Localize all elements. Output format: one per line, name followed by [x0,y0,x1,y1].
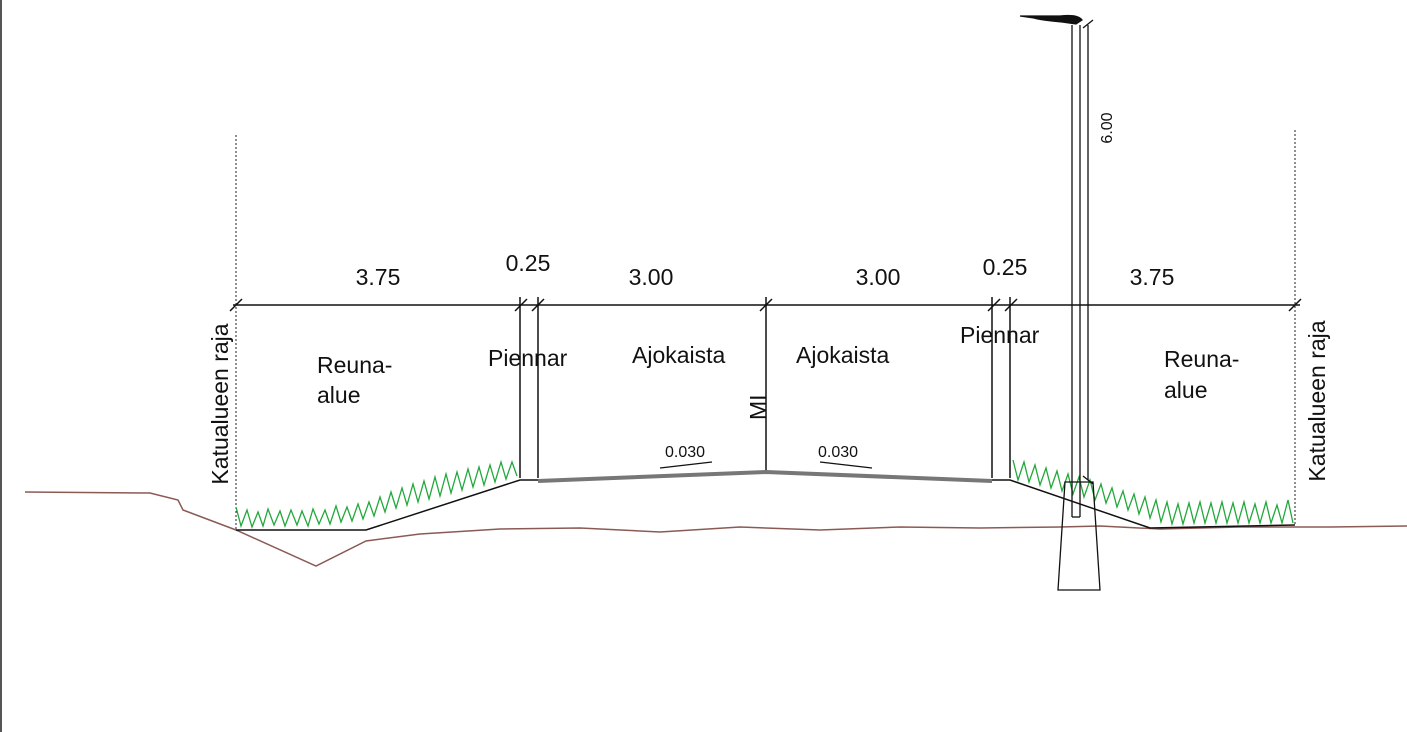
road-structure-left [236,479,538,531]
slope-arrow-left [659,461,713,469]
centerline-label: MI [745,394,771,420]
dim-right-shoulder: 0.25 [983,254,1028,280]
dim-left-lane: 3.00 [629,264,674,290]
lane-label-left: Ajokaista [632,342,726,368]
pole-foundation [1057,481,1101,591]
edge-area-left-line1: Reuna- [317,352,392,378]
dim-left-shoulder: 0.25 [506,250,551,276]
edge-area-right-line1: Reuna- [1164,346,1239,372]
lane-label-right: Ajokaista [796,342,890,368]
terrain-line [24,491,1407,567]
boundary-label-left: Katualueen raja [207,323,233,484]
shoulder-label-right: Piennar [960,322,1040,348]
boundary-label-right: Katualueen raja [1304,320,1330,481]
section-dividers [519,297,1011,478]
grass-left [235,459,518,529]
edge-area-right-line2: alue [1164,377,1207,403]
dim-right-lane: 3.00 [856,264,901,290]
slope-label-left: 0.030 [665,444,705,461]
light-pole [1019,14,1101,591]
dim-pole-height: 6.00 [1099,112,1116,143]
shoulder-label-left: Piennar [488,345,568,371]
window-left-border [0,0,2,732]
luminaire-icon [1019,14,1083,25]
edge-area-left-line2: alue [317,382,360,408]
dimension-ticks [229,298,1302,312]
slope-label-right: 0.030 [818,444,858,461]
pavement [537,469,993,483]
slope-arrow-right [819,461,873,469]
grass-right [1012,459,1294,527]
dim-right-edge: 3.75 [1130,264,1175,290]
dim-left-edge: 3.75 [356,264,401,290]
